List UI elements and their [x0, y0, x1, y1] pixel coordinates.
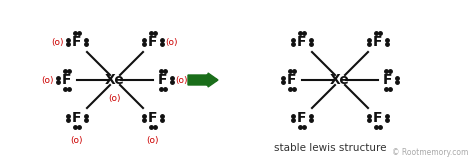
Text: F: F: [383, 73, 393, 87]
Text: Xe: Xe: [330, 73, 350, 87]
Text: F: F: [62, 73, 72, 87]
Text: F: F: [72, 35, 82, 49]
Text: F: F: [148, 111, 158, 125]
Text: F: F: [287, 73, 297, 87]
Text: F: F: [297, 111, 307, 125]
Text: (o): (o): [42, 76, 54, 85]
Text: Xe: Xe: [105, 73, 125, 87]
Text: F: F: [373, 111, 383, 125]
Text: F: F: [148, 35, 158, 49]
Text: © Rootmemory.com: © Rootmemory.com: [392, 148, 468, 157]
Text: stable lewis structure: stable lewis structure: [274, 143, 386, 153]
Text: (o): (o): [166, 38, 178, 47]
Text: (o): (o): [71, 136, 83, 145]
FancyArrow shape: [188, 73, 218, 87]
Text: (o): (o): [176, 76, 188, 85]
Text: F: F: [158, 73, 168, 87]
Text: F: F: [297, 35, 307, 49]
Text: (o): (o): [52, 38, 64, 47]
Text: (o): (o): [147, 136, 159, 145]
Text: (o): (o): [109, 94, 121, 103]
Text: F: F: [373, 35, 383, 49]
Text: F: F: [72, 111, 82, 125]
